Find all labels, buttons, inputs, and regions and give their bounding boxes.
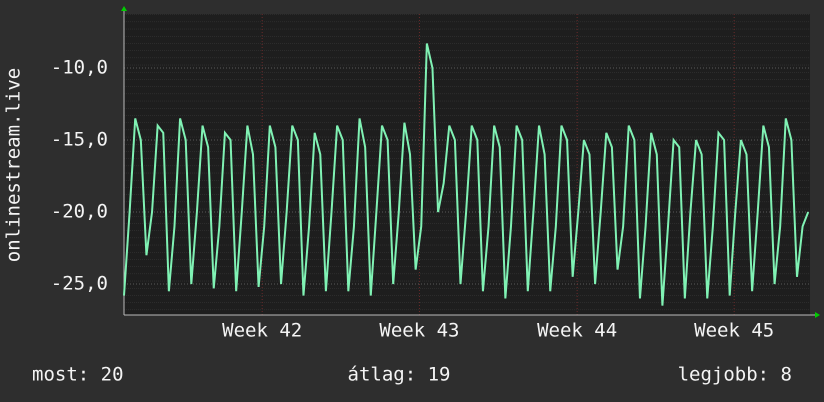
x-tick-label: Week 45 [694,320,774,342]
y-axis-arrow [121,6,127,11]
x-tick-label: Week 43 [379,320,459,342]
y-axis-label: onlinestream.live [3,68,25,262]
data-line [123,43,810,306]
footer-average: átlag: 19 [348,364,451,386]
x-tick-label: Week 44 [537,320,617,342]
y-tick-label: -15,0 [51,129,108,151]
footer-current: most: 20 [32,364,124,386]
footer-best: legjobb: 8 [678,364,792,386]
x-tick-label: Week 42 [222,320,302,342]
y-tick-label: -20,0 [51,201,108,223]
x-axis-arrow [815,312,820,318]
y-tick-label: -10,0 [51,57,108,79]
y-tick-label: -25,0 [51,273,108,295]
